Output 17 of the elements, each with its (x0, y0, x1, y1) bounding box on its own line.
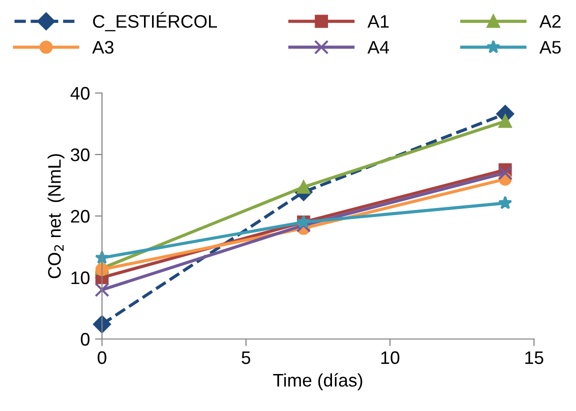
y-tick-label: 40 (70, 86, 90, 100)
y-tick-label: 0 (80, 332, 90, 346)
legend-label: A2 (539, 15, 561, 28)
x-tick-label: 15 (525, 351, 544, 364)
legend-label: A1 (367, 15, 389, 28)
y-tick-label: 10 (71, 271, 90, 284)
legend-label: A4 (367, 41, 389, 54)
legend-label: C_ESTIÉRCOL (93, 12, 217, 32)
x-axis-title: Time (días) (273, 373, 362, 390)
y-tick-label: 20 (71, 210, 90, 223)
x-tick-label: 5 (242, 351, 250, 364)
y-tick-label: 30 (70, 148, 90, 162)
legend-label: A5 (539, 41, 561, 54)
y-axis-title: CO$_{2}$ net (NmL) (48, 154, 64, 278)
legend-label: A3 (92, 40, 114, 54)
x-tick-label: 10 (381, 351, 400, 364)
x-tick-label: 0 (98, 351, 106, 364)
